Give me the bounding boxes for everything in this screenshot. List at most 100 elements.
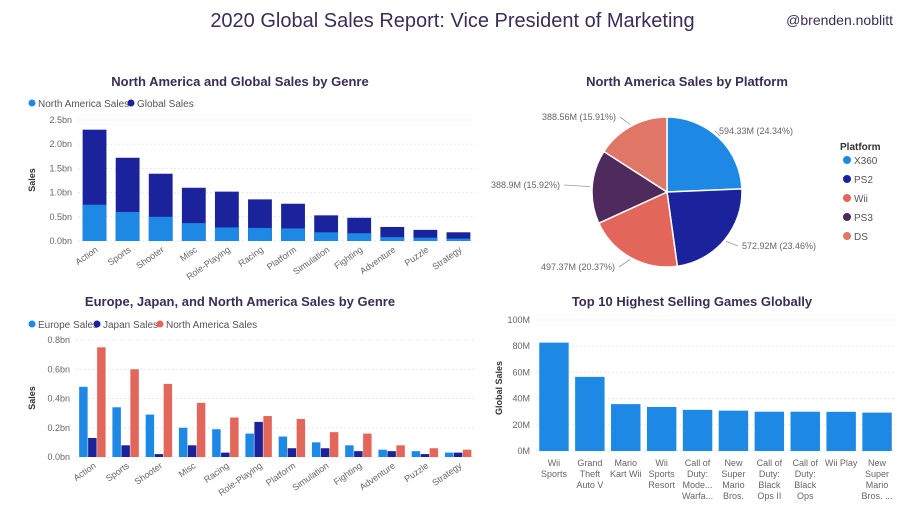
bar-japan[interactable] <box>155 454 163 457</box>
bar-europe[interactable] <box>445 453 453 457</box>
y-tick-label: 0.8bn <box>47 335 70 345</box>
x-tick-label: Racing <box>236 244 265 268</box>
legend[interactable]: Europe Sales Japan Sales North America S… <box>29 320 258 331</box>
bar-japan[interactable] <box>354 451 362 457</box>
bar-europe[interactable] <box>245 434 253 457</box>
bar-game[interactable] <box>862 413 891 451</box>
bar-north-america[interactable] <box>116 212 140 241</box>
bar-japan[interactable] <box>88 438 96 457</box>
bar-north-america[interactable] <box>297 419 305 457</box>
bar-game[interactable] <box>791 412 820 451</box>
y-tick-label: 0.6bn <box>47 364 70 374</box>
bar-japan[interactable] <box>387 451 395 457</box>
bar-north-america[interactable] <box>263 416 271 457</box>
bar-japan[interactable] <box>121 445 129 457</box>
y-tick-label: 20M <box>512 420 530 430</box>
x-tick-label: Simulation <box>290 460 330 492</box>
x-tick-label: Sports <box>104 460 131 483</box>
bar-japan[interactable] <box>454 453 462 457</box>
x-tick-label: Shooter <box>134 244 166 270</box>
bar-europe[interactable] <box>146 415 154 457</box>
bar-game[interactable] <box>575 377 604 451</box>
legend-marker-ps2 <box>843 175 851 183</box>
bar-game[interactable] <box>539 343 568 451</box>
bar-game[interactable] <box>719 411 748 451</box>
bar-game[interactable] <box>611 404 640 451</box>
x-tick-label: New Super Mario Bros. ... <box>862 458 893 501</box>
legend[interactable]: Platform X360 PS2 Wii PS3 DS <box>840 142 881 243</box>
bar-europe[interactable] <box>79 387 87 457</box>
bar-game[interactable] <box>826 412 855 451</box>
bar-game[interactable] <box>647 407 676 451</box>
legend-title: Platform <box>840 142 881 153</box>
bar-europe[interactable] <box>212 429 220 457</box>
bar-japan[interactable] <box>421 454 429 457</box>
bar-north-america[interactable] <box>230 418 238 457</box>
pie-data-label: 594.33M (24.34%) <box>719 126 793 136</box>
bar-north-america[interactable] <box>314 232 338 241</box>
bar-north-america[interactable] <box>380 237 404 241</box>
bars[interactable] <box>79 347 471 457</box>
legend-label-ds: DS <box>854 232 868 243</box>
bar-north-america[interactable] <box>463 450 471 457</box>
legend-marker-ds <box>843 232 851 240</box>
x-tick-label: Strategy <box>430 460 464 488</box>
bar-europe[interactable] <box>112 407 120 457</box>
bar-north-america[interactable] <box>413 238 437 241</box>
bar-europe[interactable] <box>412 451 420 457</box>
bar-north-america[interactable] <box>97 347 105 457</box>
x-tick-label: Simulation <box>291 244 331 276</box>
bar-north-america[interactable] <box>182 223 206 241</box>
legend-label-japan: Japan Sales <box>103 320 158 331</box>
legend-label-ps3: PS3 <box>854 213 873 224</box>
pie-data-label: 388.56M (15.91%) <box>542 112 616 122</box>
bar-europe[interactable] <box>279 437 287 457</box>
bar-north-america[interactable] <box>363 434 371 457</box>
bar-north-america[interactable] <box>447 239 471 241</box>
x-tick-label: Action <box>73 244 99 267</box>
bars[interactable] <box>539 343 892 451</box>
bar-north-america[interactable] <box>83 205 107 241</box>
pie-data-label: 497.37M (20.37%) <box>541 262 615 272</box>
bar-japan[interactable] <box>221 453 229 457</box>
chart-title: Europe, Japan, and North America Sales b… <box>85 294 395 309</box>
bar-north-america[interactable] <box>396 445 404 457</box>
x-tick-label: Wii Sports Resort <box>648 458 675 490</box>
pie-slices[interactable] <box>592 117 742 267</box>
bar-north-america[interactable] <box>248 228 272 241</box>
legend[interactable]: North America Sales Global Sales <box>29 99 194 110</box>
bar-europe[interactable] <box>312 442 320 457</box>
y-tick-label: 2.5bn <box>49 115 72 125</box>
bar-north-america[interactable] <box>330 432 338 457</box>
bar-europe[interactable] <box>345 445 353 457</box>
legend-label-x360: X360 <box>854 156 878 167</box>
legend-marker-japan <box>94 321 101 328</box>
bar-north-america[interactable] <box>215 227 239 241</box>
bar-japan[interactable] <box>288 448 296 457</box>
y-tick-label: 1.5bn <box>49 163 72 173</box>
author-handle: @brenden.noblitt <box>786 12 893 28</box>
y-tick-label: 0.5bn <box>49 212 72 222</box>
x-tick-label: Sports <box>106 244 133 267</box>
pie-slice-ps2[interactable] <box>667 189 742 266</box>
bar-game[interactable] <box>755 412 784 451</box>
bar-north-america[interactable] <box>197 403 205 457</box>
bar-japan[interactable] <box>254 422 262 457</box>
bar-japan[interactable] <box>321 448 329 457</box>
y-tick-label: 1.0bn <box>49 188 72 198</box>
y-tick-label: 2.0bn <box>49 139 72 149</box>
bar-game[interactable] <box>683 410 712 451</box>
bar-north-america[interactable] <box>430 448 438 457</box>
bar-north-america[interactable] <box>281 228 305 241</box>
bars[interactable] <box>83 130 471 241</box>
bar-north-america[interactable] <box>149 217 173 241</box>
pie-data-label: 388.9M (15.92%) <box>491 180 560 190</box>
bar-europe[interactable] <box>179 428 187 457</box>
bar-north-america[interactable] <box>130 369 138 457</box>
bar-north-america[interactable] <box>164 384 172 457</box>
bar-japan[interactable] <box>188 445 196 457</box>
bar-north-america[interactable] <box>347 233 371 241</box>
chart-title: North America Sales by Platform <box>586 74 788 89</box>
x-tick-label: Wii Sports <box>541 458 568 479</box>
bar-europe[interactable] <box>378 450 386 457</box>
